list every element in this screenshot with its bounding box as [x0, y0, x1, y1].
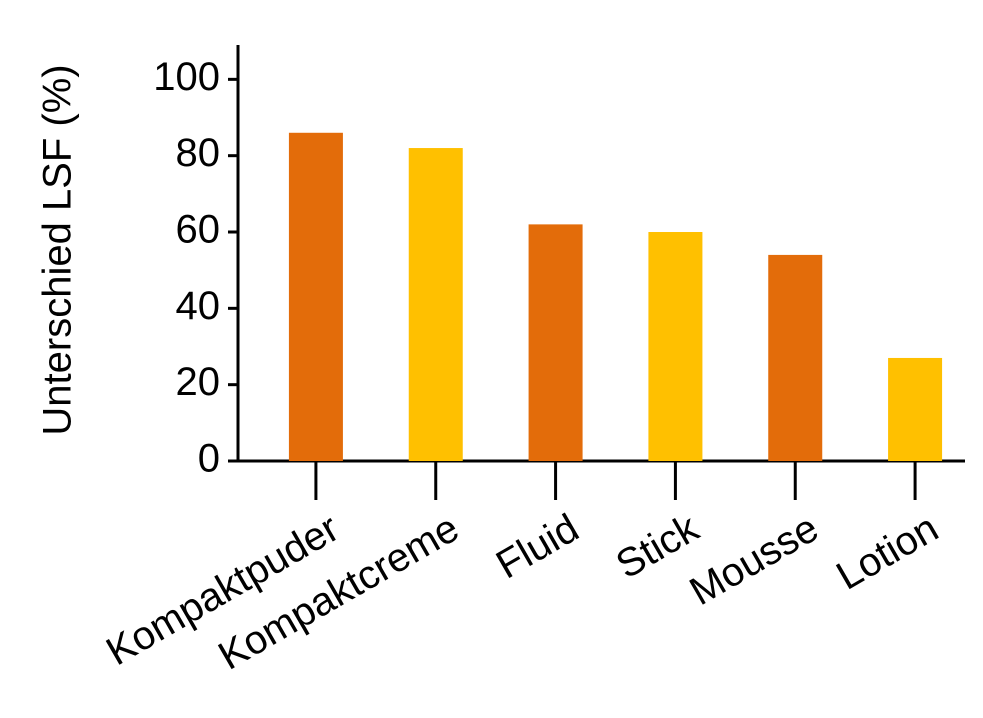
x-tick-label: Fluid	[489, 506, 586, 587]
bar	[648, 232, 703, 461]
y-tick-label: 100	[153, 55, 220, 99]
x-tick-label: Lotion	[829, 506, 945, 599]
y-tick-label: 60	[176, 208, 221, 252]
bar	[408, 148, 463, 461]
bar	[528, 224, 583, 461]
bar	[888, 357, 943, 461]
y-tick-label: 0	[198, 437, 220, 481]
y-axis-label: Unterschied LSF (%)	[36, 64, 80, 435]
bar	[768, 254, 823, 461]
bar	[288, 132, 343, 461]
y-tick-label: 20	[176, 360, 221, 404]
y-tick-label: 40	[176, 284, 221, 328]
x-tick-label: Mousse	[682, 506, 825, 614]
y-tick-label: 80	[176, 131, 221, 175]
